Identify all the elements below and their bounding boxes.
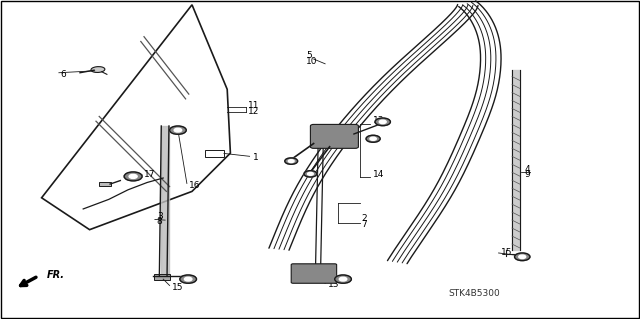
Text: 5: 5 [306, 51, 312, 60]
Text: 4: 4 [525, 165, 531, 174]
Circle shape [304, 171, 317, 177]
Text: 17: 17 [144, 170, 156, 179]
Circle shape [515, 253, 530, 261]
Text: 7: 7 [362, 220, 367, 229]
Bar [205, 150, 224, 157]
Text: FR.: FR. [47, 270, 65, 280]
Circle shape [180, 275, 196, 283]
Circle shape [366, 135, 380, 142]
FancyBboxPatch shape [310, 124, 358, 148]
Circle shape [288, 160, 294, 163]
Text: STK4B5300: STK4B5300 [448, 289, 500, 298]
Text: 11: 11 [248, 101, 260, 110]
Circle shape [170, 126, 186, 134]
Bar [154, 274, 170, 280]
Text: 8: 8 [157, 217, 163, 226]
FancyBboxPatch shape [291, 264, 337, 283]
Text: 3: 3 [157, 212, 163, 221]
Text: 12: 12 [248, 107, 260, 115]
Circle shape [174, 128, 182, 132]
Circle shape [184, 277, 192, 281]
Bar [99, 182, 111, 186]
Text: 15: 15 [172, 283, 183, 292]
Circle shape [308, 173, 314, 175]
Text: 13: 13 [372, 116, 384, 125]
Circle shape [375, 118, 390, 126]
Circle shape [285, 158, 298, 164]
Circle shape [370, 137, 376, 140]
Circle shape [519, 255, 525, 258]
Text: 10: 10 [306, 57, 317, 66]
Circle shape [129, 174, 137, 178]
Text: 2: 2 [362, 214, 367, 223]
Text: 6: 6 [61, 70, 67, 79]
Circle shape [380, 120, 386, 123]
Circle shape [335, 275, 351, 283]
Text: 14: 14 [372, 170, 384, 179]
Text: 16: 16 [189, 181, 200, 190]
Text: 1: 1 [253, 153, 259, 162]
Circle shape [339, 277, 347, 281]
Text: 9: 9 [525, 170, 531, 179]
Circle shape [124, 172, 142, 181]
Text: 15: 15 [500, 249, 512, 257]
Ellipse shape [91, 67, 105, 72]
Text: 13: 13 [328, 280, 339, 289]
